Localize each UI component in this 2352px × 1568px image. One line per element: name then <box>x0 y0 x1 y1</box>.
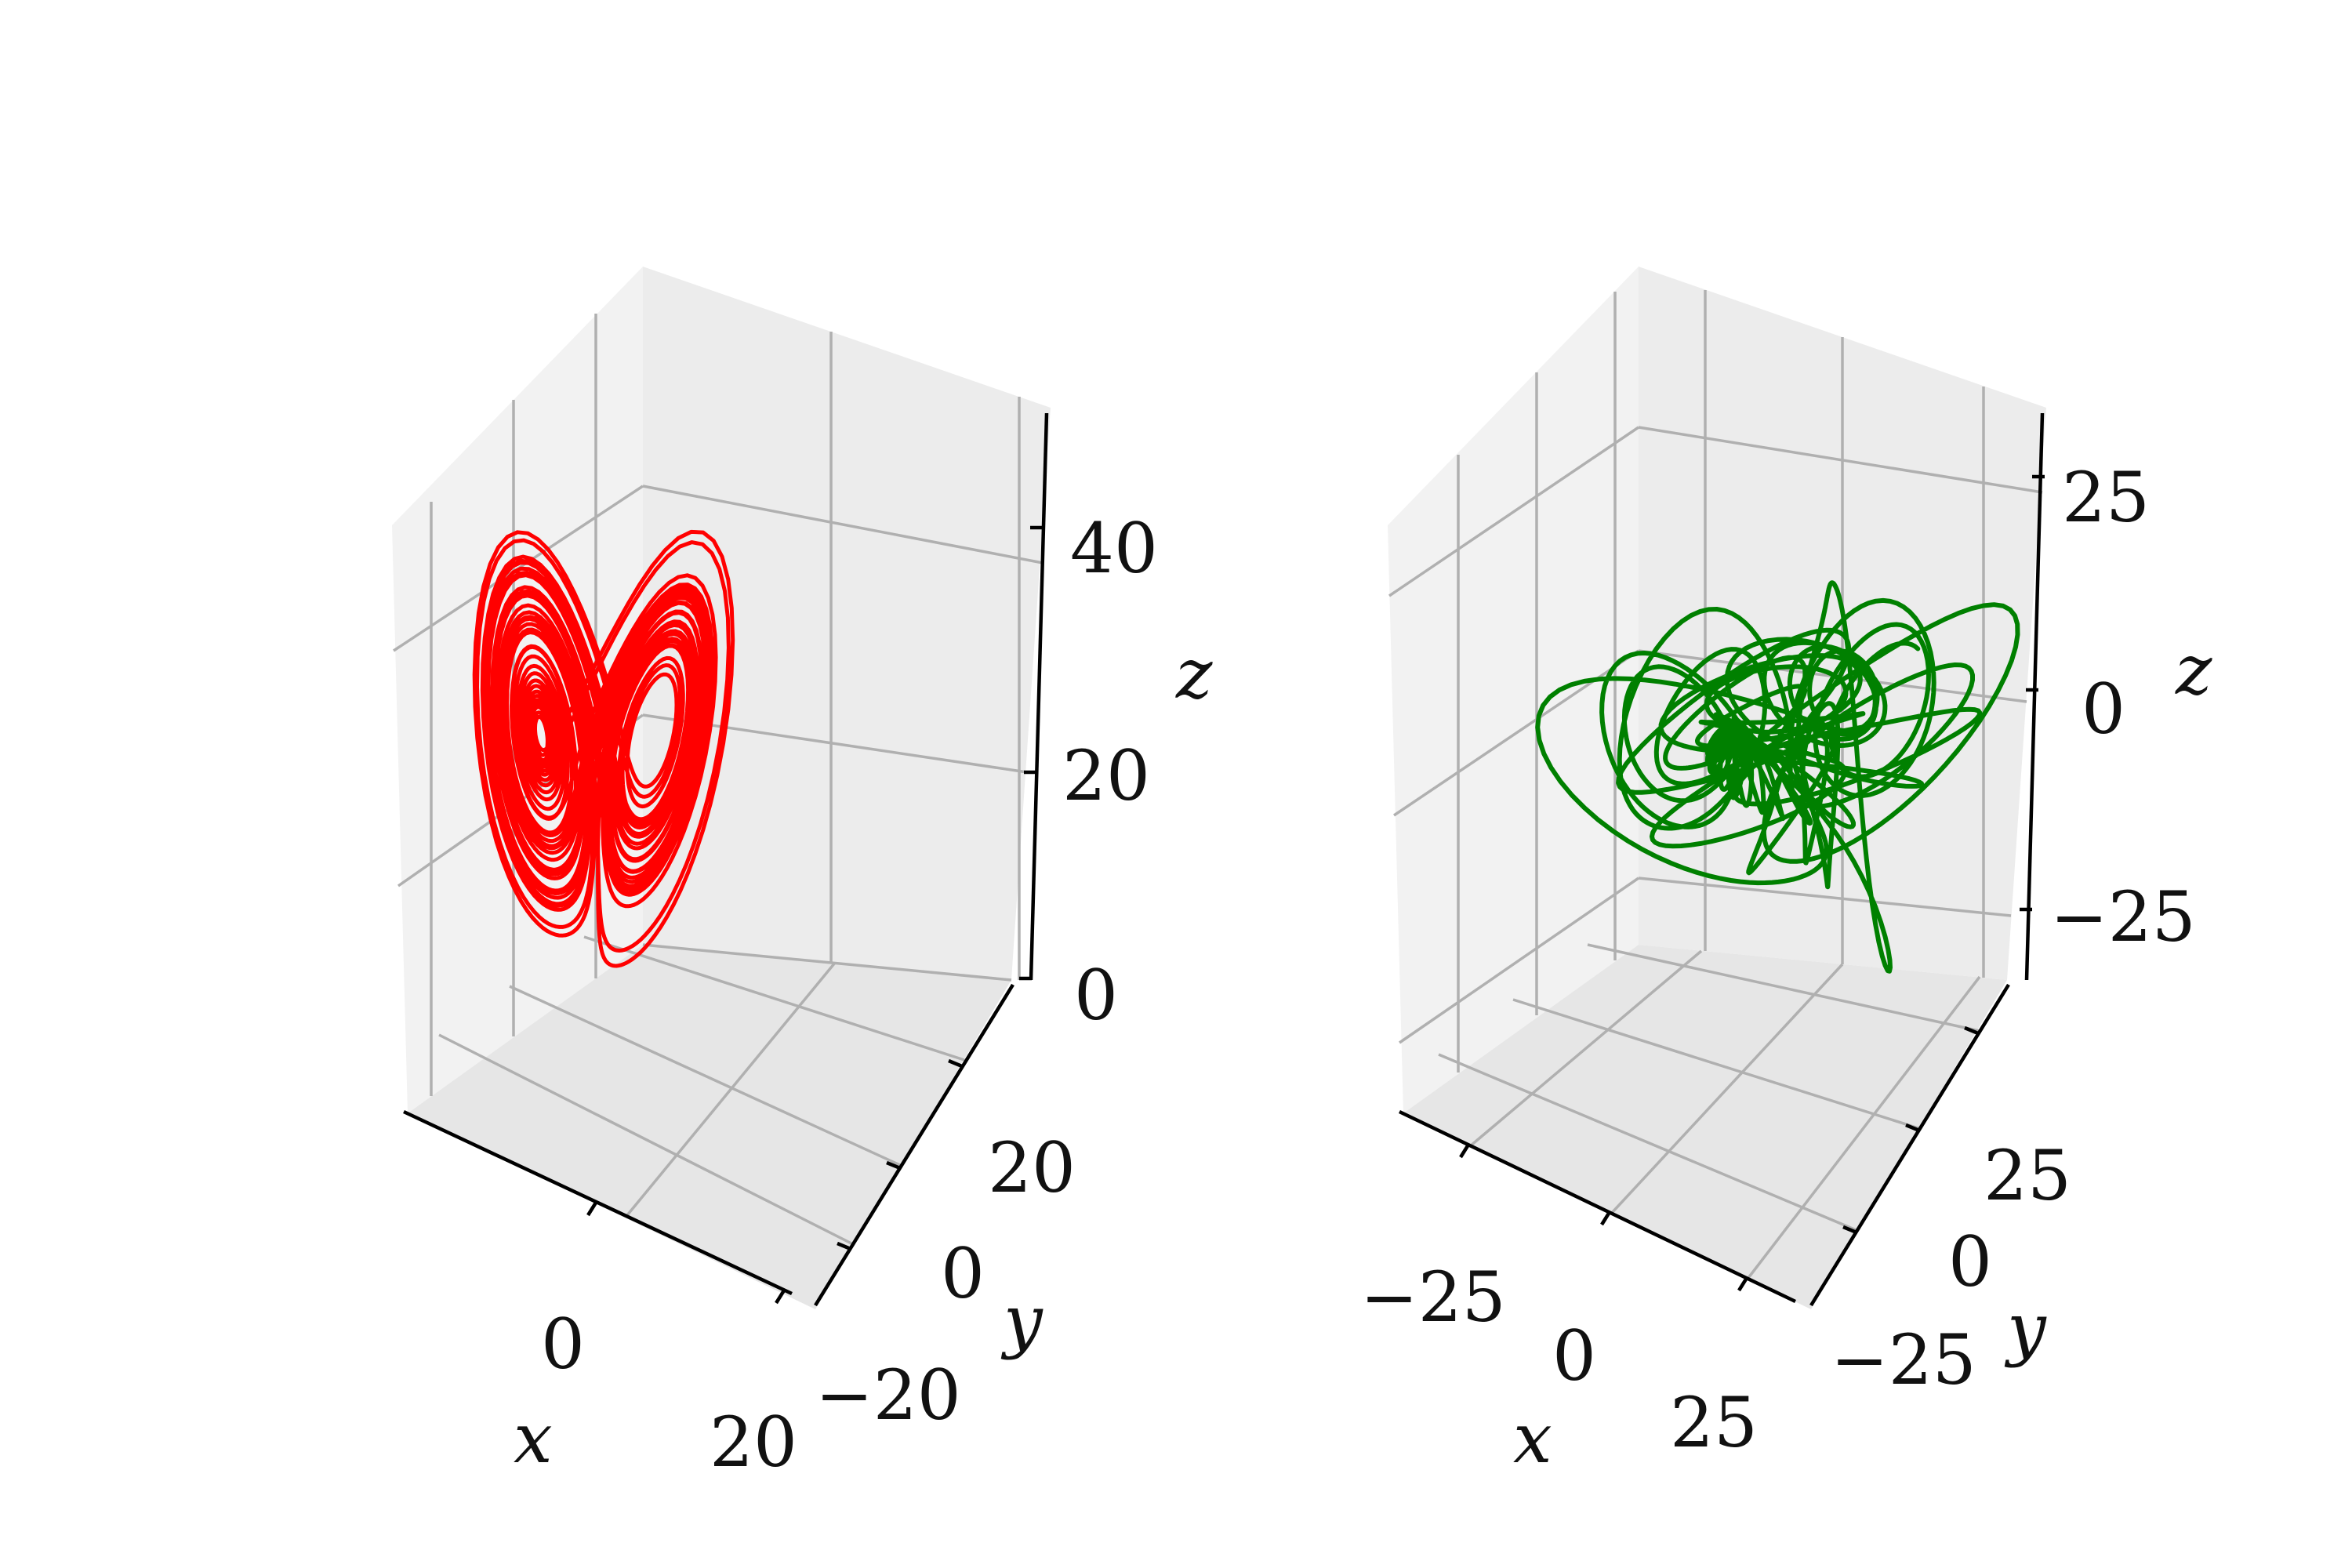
left-z-tick-label-40: 40 <box>1070 508 1158 589</box>
left-z-axis-label: z <box>1175 633 1213 714</box>
left-x-tick-2 <box>775 1289 786 1305</box>
right-x-tick-3 <box>1737 1276 1748 1292</box>
right-x-axis <box>1399 1109 1796 1304</box>
left-z-tick-label-0: 0 <box>1074 955 1118 1036</box>
right-axes <box>1399 412 2045 1307</box>
right-grid-floor-y2 <box>1512 998 1922 1131</box>
left-pane-floor <box>408 945 1011 1309</box>
right-grid-left-z-neg25 <box>1399 877 1639 1044</box>
right-x-tick-1 <box>1459 1143 1470 1159</box>
right-z-axis <box>2024 412 2045 981</box>
left-y-tick-label-20: 20 <box>988 1127 1076 1208</box>
right-y-tick-label-25: 25 <box>1984 1135 2071 1216</box>
left-grid-floor-y2 <box>509 985 902 1167</box>
subplot-right: 25 0 −25 25 0 −25 −25 0 25 z y x <box>1360 267 2212 1479</box>
lorenz-line <box>472 529 735 968</box>
right-pane-left-wall <box>1388 267 1639 1113</box>
right-chaotic-trajectory <box>1535 580 2020 974</box>
right-z-tick-label-0: 0 <box>2082 669 2125 750</box>
left-grid-back-z0 <box>642 943 1012 982</box>
right-grid-left-z25 <box>1388 426 1639 597</box>
right-y-tick-label-neg25: −25 <box>1831 1319 1976 1400</box>
right-pane-floor <box>1403 945 2007 1309</box>
right-y-tick-3 <box>1964 1025 1979 1036</box>
left-lorenz-trajectory <box>472 529 735 968</box>
right-x-tick-label-neg25: −25 <box>1360 1257 1506 1338</box>
right-grid <box>1388 290 2043 1279</box>
left-x-tick-label-20: 20 <box>710 1402 797 1483</box>
right-z-axis-label: z <box>2175 630 2212 710</box>
left-y-tick-1 <box>837 1241 851 1251</box>
left-z-tick-label-20: 20 <box>1062 735 1150 816</box>
chaotic-line <box>1535 580 2020 974</box>
right-grid-back-z-neg25 <box>1638 877 2012 917</box>
left-z-axis <box>1029 412 1049 981</box>
left-y-tick-label-0: 0 <box>941 1233 985 1314</box>
left-axes <box>403 412 1049 1307</box>
right-grid-floor-x2 <box>1610 963 1844 1215</box>
right-y-tick-label-0: 0 <box>1948 1221 1992 1302</box>
left-y-axis <box>814 983 1014 1307</box>
left-x-axis-label: x <box>514 1398 553 1479</box>
right-y-tick-1 <box>1842 1225 1857 1235</box>
left-y-tick-3 <box>948 1058 963 1069</box>
right-grid-floor-x3 <box>1747 975 1981 1279</box>
right-z-tick-label-neg25: −25 <box>2050 877 2196 957</box>
right-x-tick-2 <box>1600 1210 1611 1226</box>
left-grid-floor-y3 <box>583 935 965 1062</box>
left-y-tick-2 <box>886 1160 901 1171</box>
right-y-tick-2 <box>1905 1123 1920 1133</box>
left-pane-back-wall <box>643 267 1051 980</box>
left-grid-floor-y1 <box>438 1033 855 1247</box>
right-y-axis-label: y <box>2004 1288 2047 1369</box>
right-grid-floor-y3 <box>1587 943 1980 1033</box>
right-x-axis-label: x <box>1513 1398 1552 1479</box>
left-y-axis-label: y <box>1000 1280 1044 1361</box>
right-x-tick-label-25: 25 <box>1670 1382 1758 1463</box>
right-x-tick-label-0: 0 <box>1552 1316 1596 1396</box>
left-x-tick-1 <box>586 1201 597 1217</box>
right-z-tick-label-25: 25 <box>2062 457 2150 538</box>
right-grid-floor-y1 <box>1438 1053 1859 1232</box>
right-grid-floor-x1 <box>1468 949 1703 1148</box>
left-grid-back-z40 <box>642 485 1044 564</box>
left-x-axis <box>403 1109 793 1296</box>
left-y-tick-label-neg20: −20 <box>815 1355 961 1436</box>
right-y-axis <box>1809 983 2010 1307</box>
subplot-left: 40 20 0 20 0 −20 0 20 z y x <box>392 267 1213 1483</box>
left-x-tick-label-0: 0 <box>541 1304 585 1385</box>
